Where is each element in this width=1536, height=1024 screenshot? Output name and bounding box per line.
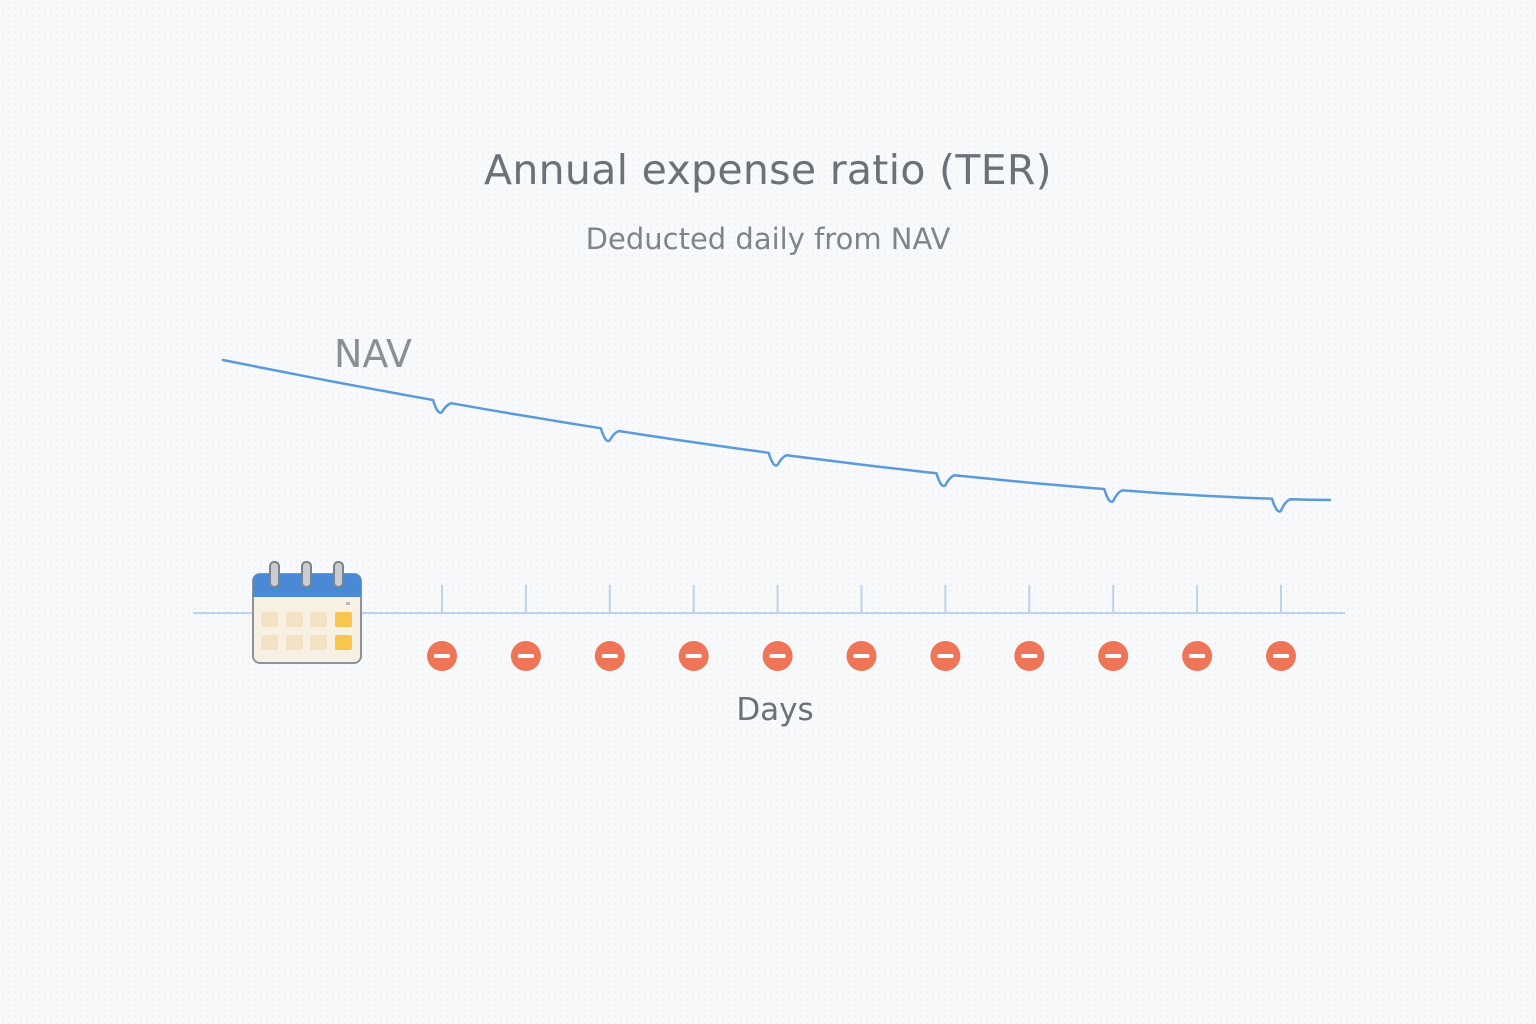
minus-circle-icon	[1098, 641, 1129, 671]
minus-circle-icon	[762, 641, 793, 671]
day-ticks	[441, 585, 1282, 613]
calendar-icon	[252, 561, 362, 664]
minus-circle-icon	[1266, 641, 1296, 671]
diagram-title: Annual expense ratio (TER)	[484, 146, 1052, 194]
minus-circle-icon	[427, 641, 457, 671]
minus-circle-icon	[678, 641, 709, 671]
minus-circle-icon	[1014, 641, 1045, 671]
minus-circle-icon	[594, 641, 625, 671]
minus-circle-icon	[930, 641, 961, 671]
days-axis-label: Days	[736, 692, 814, 728]
diagram-subtitle: Deducted daily from NAV	[585, 222, 951, 256]
minus-circle-icon	[1182, 641, 1213, 671]
nav-line	[221, 358, 1332, 513]
deduction-markers	[427, 641, 1296, 671]
minus-circle-icon	[510, 641, 541, 671]
minus-circle-icon	[846, 641, 877, 671]
nav-series-label: NAV	[334, 332, 412, 376]
